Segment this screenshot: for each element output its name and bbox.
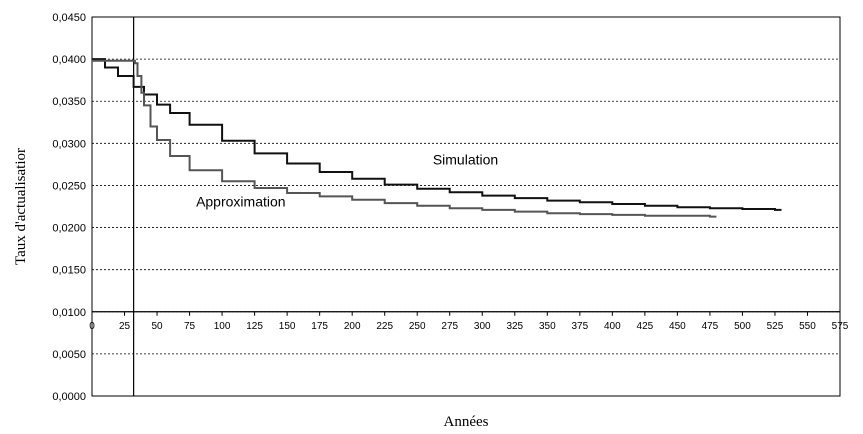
- x-tick-label: 250: [409, 321, 426, 332]
- y-tick-label: 0,0000: [52, 391, 86, 403]
- x-tick-label: 525: [767, 321, 784, 332]
- x-tick-label: 50: [151, 321, 163, 332]
- y-tick-label: 0,0400: [52, 54, 86, 66]
- x-tick-label: 400: [604, 321, 621, 332]
- series-line-1: [92, 58, 782, 211]
- x-tick-label: 200: [344, 321, 361, 332]
- x-tick-label: 275: [441, 321, 458, 332]
- x-tick-label: 100: [214, 321, 231, 332]
- x-tick-label: 75: [184, 321, 196, 332]
- x-tick-label: 175: [311, 321, 328, 332]
- x-tick-label: 125: [246, 321, 263, 332]
- x-tick-label: 425: [637, 321, 654, 332]
- x-tick-label: 325: [506, 321, 523, 332]
- y-tick-label: 0,0150: [52, 265, 86, 277]
- x-tick-label: 225: [376, 321, 393, 332]
- x-tick-label: 575: [832, 321, 849, 332]
- x-tick-label: 0: [89, 321, 95, 332]
- plot-frame: [91, 16, 841, 397]
- x-tick-label: 450: [669, 321, 686, 332]
- y-tick-label: 0,0250: [52, 180, 86, 192]
- y-tick-label: 0,0450: [52, 12, 86, 24]
- series-annotation: Simulation: [433, 151, 498, 167]
- x-axis-title: Années: [444, 414, 489, 430]
- series-annotation: Approximation: [196, 194, 286, 210]
- x-tick-label: 475: [702, 321, 719, 332]
- x-tick-label: 500: [734, 321, 751, 332]
- x-tick-label: 375: [571, 321, 588, 332]
- x-tick-label: 25: [119, 321, 131, 332]
- axes: 0,0000 0,0050 0,0100 0,0150 0,0200 0,0250 0,03…: [52, 12, 848, 403]
- x-tick-label: 150: [279, 321, 296, 332]
- x-tick-label: 300: [474, 321, 491, 332]
- series-line-2: [92, 59, 717, 218]
- y-tick-label: 0,0300: [52, 138, 86, 150]
- y-tick-label: 0,0100: [52, 307, 86, 319]
- annotations: Simulation Approximation: [196, 151, 498, 209]
- x-tick-label: 350: [539, 321, 556, 332]
- series: [92, 58, 782, 218]
- x-tick-label: 550: [799, 321, 816, 332]
- y-tick-label: 0,0050: [52, 349, 86, 361]
- y-tick-label: 0,0350: [52, 96, 86, 108]
- y-axis-title: Taux d'actualisatior: [13, 148, 29, 265]
- y-tick-label: 0,0200: [52, 223, 86, 235]
